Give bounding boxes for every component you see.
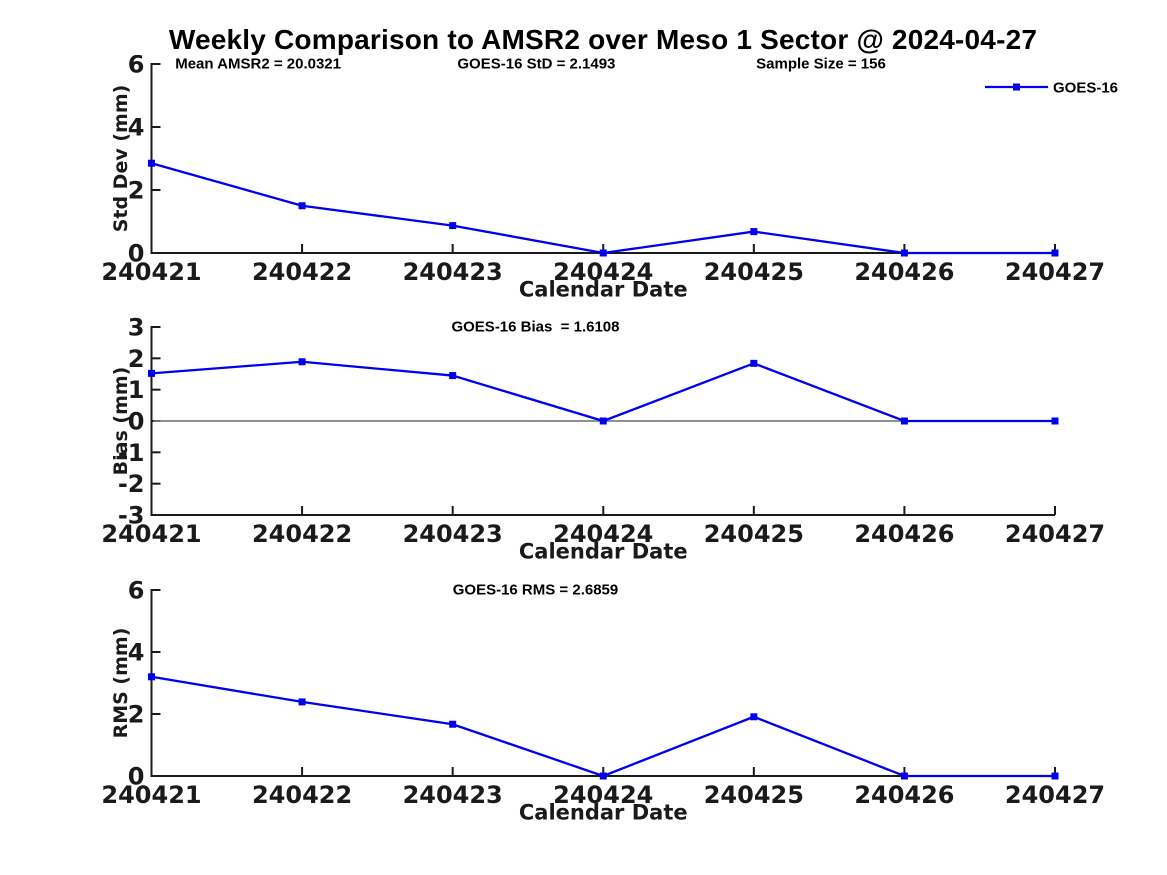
y-tick-label: 6 bbox=[128, 55, 145, 79]
x-axis-label: Calendar Date bbox=[519, 278, 688, 301]
legend-label: GOES-16 bbox=[1053, 80, 1118, 97]
goes16-data-marker bbox=[298, 202, 306, 210]
x-tick-label: 240424 bbox=[553, 781, 653, 809]
y-tick-label: 6 bbox=[128, 578, 145, 605]
bias-subplot: 3 2 1 0 -1 -2 -3 240421 240422 240423 240424 240425… bbox=[0, 317, 1167, 560]
stat-annotation: Sample Size = 156 bbox=[756, 56, 886, 73]
goes16-data-marker bbox=[750, 359, 758, 367]
stat-annotation: GOES-16 RMS = 2.6859 bbox=[453, 582, 619, 599]
y-tick-label: 4 bbox=[128, 114, 145, 142]
y-axis-label: RMS (mm) bbox=[110, 628, 132, 739]
x-tick-label: 240427 bbox=[1005, 520, 1105, 548]
x-tick-label: 240422 bbox=[252, 781, 352, 809]
y-tick-label: 0 bbox=[128, 408, 145, 436]
y-tick-label: 3 bbox=[128, 317, 145, 342]
goes16-series-line bbox=[151, 162, 1055, 255]
rms-subplot: 0 2 4 6 240421 240422 240423 240424 240425 240426… bbox=[0, 578, 1167, 824]
x-tick-label: 240427 bbox=[1005, 781, 1105, 809]
y-axis-label: Bias (mm) bbox=[110, 367, 132, 476]
x-tick-label: 240421 bbox=[101, 258, 201, 286]
goes16-data-marker bbox=[599, 417, 607, 425]
x-tick-label: 240426 bbox=[854, 258, 954, 286]
y-tick-label: 2 bbox=[128, 345, 145, 373]
goes16-data-marker bbox=[900, 249, 908, 257]
stat-annotation: Mean AMSR2 = 20.0321 bbox=[175, 56, 341, 73]
x-tick-label: 240422 bbox=[252, 520, 352, 548]
goes16-series-line bbox=[151, 360, 1055, 423]
goes16-data-marker bbox=[900, 417, 908, 425]
goes16-data-marker bbox=[449, 372, 457, 380]
goes16-data-marker bbox=[298, 698, 306, 706]
x-tick-label: 240425 bbox=[704, 258, 804, 286]
goes16-data-marker bbox=[148, 159, 155, 167]
goes16-data-marker bbox=[298, 358, 306, 366]
stddev-subplot: 0 2 4 6 240421 240422 240423 240424 240425 240426… bbox=[0, 55, 1167, 300]
y-axis-label: Std Dev (mm) bbox=[110, 85, 132, 233]
goes16-data-marker bbox=[449, 720, 457, 728]
y-tick-label: -2 bbox=[118, 470, 145, 498]
chart-plot-area: 0 2 4 6 240421 240422 240423 240424 240425 240426… bbox=[101, 578, 1105, 825]
x-tick-label: 240423 bbox=[403, 258, 503, 286]
goes16-data-marker bbox=[750, 713, 758, 721]
y-tick-label: 0 bbox=[128, 240, 145, 268]
x-tick-label: 240425 bbox=[704, 781, 804, 809]
x-axis-label: Calendar Date bbox=[519, 540, 688, 561]
x-tick-label: 240423 bbox=[403, 520, 503, 548]
goes16-data-marker bbox=[750, 228, 758, 236]
y-tick-label: 2 bbox=[128, 701, 145, 729]
legend-marker bbox=[1013, 83, 1020, 91]
x-tick-label: 240426 bbox=[854, 781, 954, 809]
chart-plot-area: 0 2 4 6 240421 240422 240423 240424 240425 240426… bbox=[101, 55, 1118, 301]
stat-annotation: GOES-16 StD = 2.1493 bbox=[457, 56, 615, 73]
x-tick-label: 240421 bbox=[101, 520, 201, 548]
x-tick-label: 240423 bbox=[403, 781, 503, 809]
goes16-data-marker bbox=[1051, 249, 1059, 257]
x-axis-label: Calendar Date bbox=[519, 801, 688, 825]
y-tick-label: 4 bbox=[128, 639, 145, 667]
x-tick-label: 240426 bbox=[854, 520, 954, 548]
goes16-data-marker bbox=[148, 673, 155, 681]
goes16-data-marker bbox=[1051, 417, 1059, 425]
x-tick-label: 240427 bbox=[1005, 258, 1105, 286]
goes16-data-marker bbox=[900, 772, 908, 780]
x-tick-label: 240422 bbox=[252, 258, 352, 286]
y-tick-label: 2 bbox=[128, 177, 145, 205]
figure-title: Weekly Comparison to AMSR2 over Meso 1 S… bbox=[168, 24, 1038, 55]
goes16-data-marker bbox=[449, 222, 457, 230]
goes16-data-marker bbox=[599, 249, 607, 257]
x-tick-label: 240424 bbox=[553, 258, 653, 286]
x-tick-label: 240425 bbox=[704, 520, 804, 548]
stat-annotation: GOES-16 Bias = 1.6108 bbox=[451, 319, 619, 336]
goes16-series-line bbox=[151, 675, 1055, 778]
goes16-data-marker bbox=[599, 772, 607, 780]
y-tick-label: 0 bbox=[128, 763, 145, 791]
x-tick-label: 240424 bbox=[553, 520, 653, 548]
y-tick-label: -1 bbox=[118, 439, 145, 467]
goes16-data-marker bbox=[1051, 772, 1059, 780]
x-tick-label: 240421 bbox=[101, 781, 201, 809]
y-tick-label: 1 bbox=[128, 376, 145, 404]
y-tick-label: -3 bbox=[118, 502, 145, 530]
goes16-data-marker bbox=[148, 369, 155, 377]
